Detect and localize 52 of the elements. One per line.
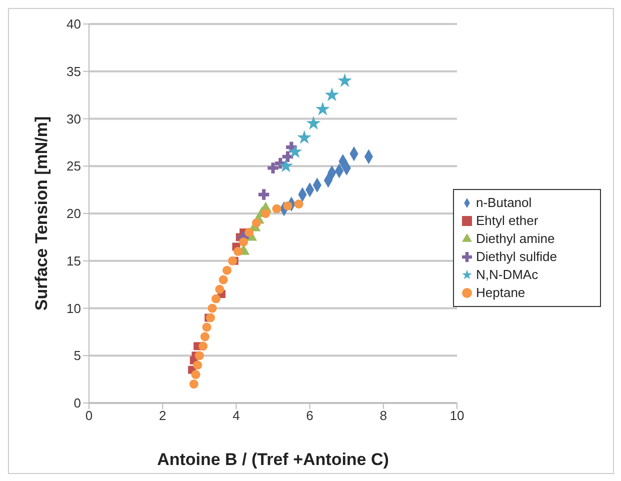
y-tick-label: 0 — [74, 396, 81, 411]
point — [244, 228, 254, 237]
y-tick-label: 35 — [66, 64, 81, 79]
point — [324, 88, 340, 102]
legend-label: n-Butanol — [476, 195, 532, 210]
point — [288, 144, 302, 158]
point — [202, 322, 212, 332]
point — [294, 200, 304, 209]
point — [316, 102, 330, 116]
point — [218, 275, 228, 284]
y-tick-label: 30 — [66, 111, 81, 126]
point — [272, 204, 282, 214]
x-tick-label: 10 — [450, 408, 464, 424]
legend-label: Heptane — [476, 285, 526, 300]
point — [283, 201, 292, 210]
point — [189, 380, 198, 389]
point — [208, 304, 217, 313]
point — [297, 130, 312, 144]
point — [252, 218, 261, 228]
legend-label: N,N-DMAc — [476, 267, 538, 282]
x-tick-label: 0 — [85, 408, 93, 424]
point — [222, 266, 232, 275]
point — [338, 73, 352, 87]
point — [278, 158, 294, 172]
point — [261, 208, 270, 218]
x-tick-label: 2 — [158, 408, 166, 424]
y-tick-label: 20 — [66, 206, 81, 222]
y-tick-label: 15 — [66, 253, 81, 268]
legend-label: Ehtyl ether — [476, 213, 538, 228]
y-tick-label: 5 — [74, 348, 81, 364]
point — [194, 351, 204, 360]
point — [211, 294, 220, 304]
point — [306, 116, 321, 130]
point — [268, 162, 278, 174]
point — [193, 360, 202, 370]
legend-label: Diethyl sulfide — [476, 249, 557, 264]
x-tick-label: 6 — [306, 408, 314, 424]
y-tick-label: 10 — [66, 300, 81, 316]
y-axis-title: Surface Tension [mN/m] — [32, 116, 52, 311]
point — [258, 189, 270, 200]
point — [239, 237, 248, 246]
y-tick-label: 25 — [66, 158, 81, 174]
x-tick-label: 4 — [232, 408, 240, 424]
point — [215, 284, 224, 294]
point — [234, 246, 243, 256]
point — [198, 342, 208, 351]
x-tick-label: 8 — [380, 408, 388, 424]
y-tick-label: 40 — [66, 16, 81, 32]
x-axis-title: Antoine B / (Tref +Antoine C) — [157, 450, 389, 470]
point — [200, 332, 210, 342]
point — [191, 370, 200, 380]
legend-label: Diethyl amine — [476, 231, 555, 246]
